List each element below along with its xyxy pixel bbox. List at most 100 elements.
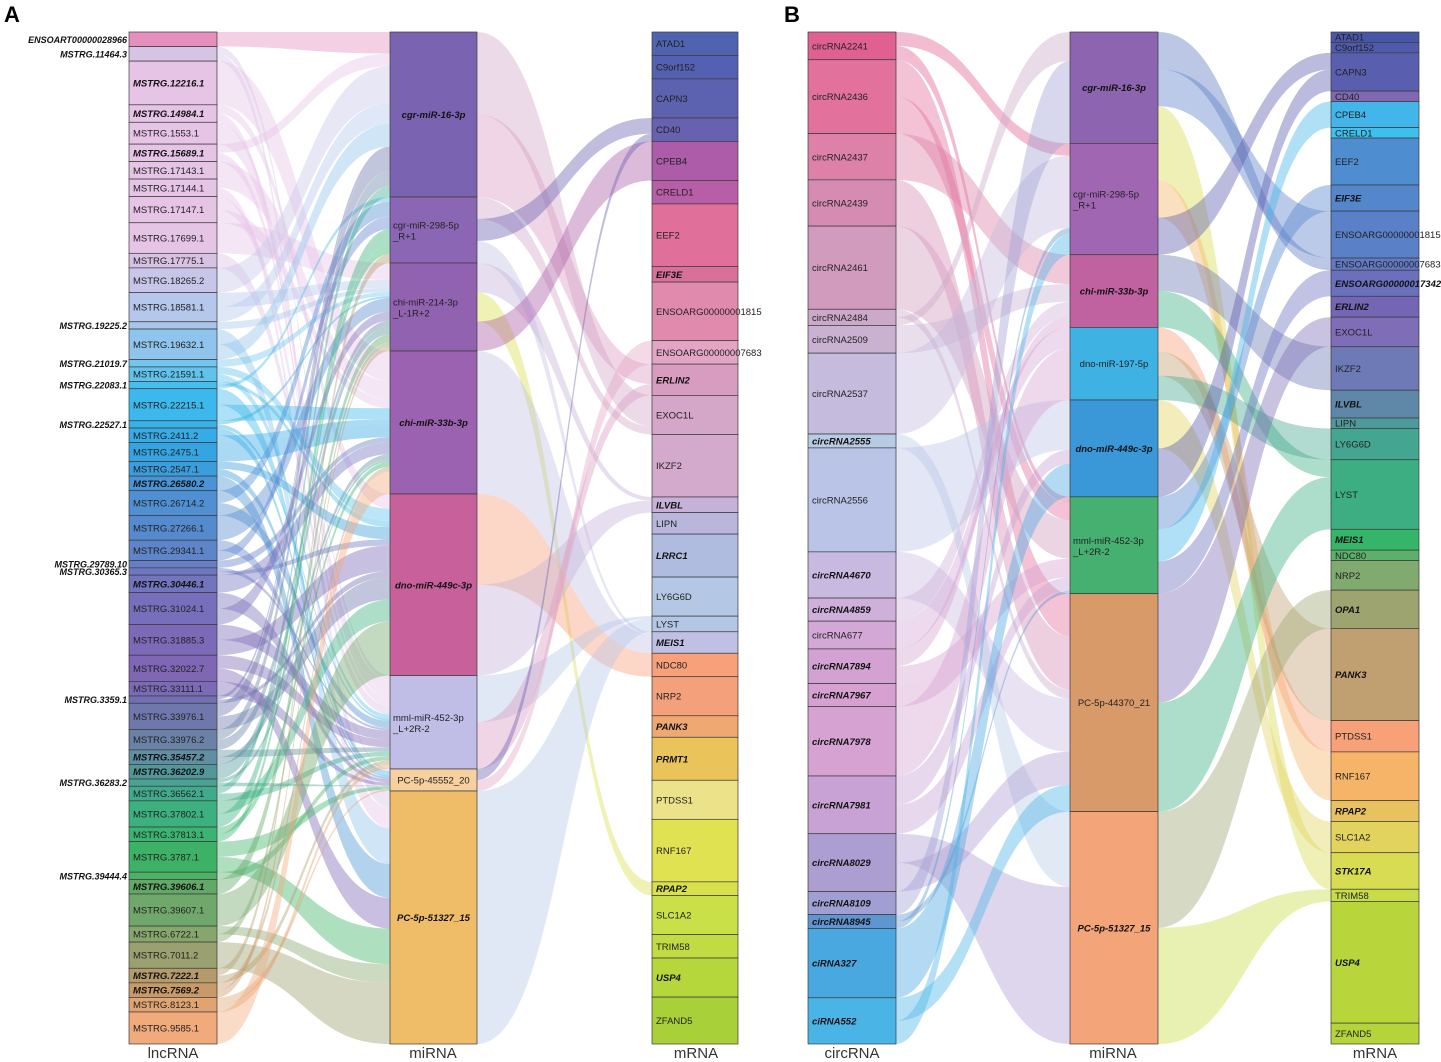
sankey-link (1158, 400, 1331, 853)
sankey-link (217, 621, 390, 927)
node-label: NDC80 (656, 660, 687, 671)
sankey-node-ensoarg00000001815: ENSOARG00000001815 (1330, 210, 1441, 259)
node-bar (128, 420, 218, 429)
sankey-node-nrp2: NRP2 (1330, 560, 1420, 591)
panel-letter-a: A (4, 2, 20, 27)
sankey-node-mstrg-33111-1: MSTRG.33111.1 (128, 681, 218, 697)
sankey-link (217, 152, 390, 717)
sankey-node-ikzf2: IKZF2 (1330, 346, 1420, 391)
sankey-link (217, 681, 390, 786)
sankey-node-mstrg-26714-2: MSTRG.26714.2 (128, 490, 218, 516)
sankey-link (217, 122, 390, 693)
sankey-link (217, 222, 390, 280)
node-bar (128, 702, 218, 730)
sankey-link (217, 539, 390, 576)
sankey-node-mstrg-12216-1: MSTRG.12216.1 (128, 60, 218, 106)
node-label: MSTRG.22527.1 (59, 420, 127, 430)
sankey-link (896, 234, 1070, 1044)
node-label: ERLIN2 (656, 375, 691, 386)
sankey-node-lipn: LIPN (1330, 417, 1420, 430)
node-bar (128, 321, 218, 330)
sankey-link (217, 187, 390, 829)
node-label: chi-miR-33b-3p (399, 418, 468, 429)
sankey-node-circrna8945: circRNA8945 (807, 914, 897, 929)
sankey-node-circrna8109: circRNA8109 (807, 891, 897, 915)
sankey-link (217, 856, 390, 965)
panel-letter-b: B (784, 2, 800, 27)
sankey-node-mstrg-8123-1: MSTRG.8123.1 (128, 997, 218, 1013)
sankey-node-capn3: CAPN3 (651, 78, 739, 119)
node-label: EIF3E (656, 270, 683, 281)
sankey-link (217, 428, 390, 776)
node-label: CPEB4 (656, 156, 687, 167)
sankey-node-mstrg-17144-1: MSTRG.17144.1 (128, 178, 218, 197)
sankey-link (1158, 101, 1331, 562)
sankey-link (217, 61, 390, 382)
sankey-node-ilvbl: ILVBL (1330, 389, 1420, 419)
node-label: MSTRG.19225.2 (59, 321, 127, 331)
node-bar (807, 31, 897, 61)
sankey-link (896, 463, 1070, 998)
sankey-link (477, 292, 652, 896)
node-label: RNF167 (656, 846, 691, 857)
node-label: CD40 (656, 125, 680, 136)
node-bar (128, 292, 218, 323)
node-bar (1330, 389, 1420, 419)
sankey-link (217, 229, 390, 828)
sankey-node-c9orf152: C9orf152 (1330, 42, 1420, 54)
node-label: NRP2 (1335, 571, 1360, 582)
node-label: ILVBL (1335, 400, 1362, 411)
sankey-node-cgr-mir-16-3p: cgr-miR-16-3p (389, 31, 478, 198)
node-label: MSTRG.27266.1 (133, 523, 204, 534)
node-label: LY6G6D (1335, 440, 1371, 451)
sankey-link (896, 327, 1070, 649)
node-bar (651, 957, 739, 998)
sankey-node-circrna7981: circRNA7981 (807, 775, 897, 835)
node-bar (651, 363, 739, 396)
sankey-node-mstrg-29341-1: MSTRG.29341.1 (128, 539, 218, 561)
node-label: MSTRG.37802.1 (133, 809, 204, 820)
sankey-node-ensoart00000028966: ENSOART00000028966 (28, 31, 218, 47)
node-bar (128, 592, 218, 625)
node-label: RPAP2 (656, 884, 688, 895)
node-label: MSTRG.17699.1 (133, 234, 204, 245)
sankey-link (217, 294, 390, 367)
sankey-node-mstrg-17147-1: MSTRG.17147.1 (128, 196, 218, 224)
sankey-link (217, 320, 390, 750)
node-bar (1330, 821, 1420, 854)
sankey-link (477, 616, 652, 723)
sankey-node-mstrg-18581-1: MSTRG.18581.1 (128, 292, 218, 323)
node-bar (651, 395, 739, 435)
node-label: circRNA2436 (812, 92, 868, 103)
node-label: MSTRG.1553.1 (133, 129, 199, 140)
sankey-link (217, 124, 390, 360)
sankey-link (217, 419, 390, 443)
node-label: MSTRG.9585.1 (133, 1023, 199, 1034)
sankey-node-cd40: CD40 (1330, 90, 1420, 103)
node-label: MSTRG.39606.1 (133, 882, 204, 893)
sankey-link (217, 245, 390, 842)
node-label: MEIS1 (656, 638, 685, 649)
nodes-a: ENSOART00000028966 MSTRG.11464.3 MSTRG.122… (28, 31, 762, 1045)
node-bar (651, 996, 739, 1045)
sankey-node-circrna2556: circRNA2556 (807, 447, 897, 553)
node-label: circRNA7894 (812, 662, 871, 673)
sankey-link (217, 503, 390, 729)
sankey-link (217, 279, 390, 308)
node-label: CRELD1 (1335, 128, 1373, 139)
node-label: circRNA2537 (812, 389, 868, 400)
node-label: circRNA2437 (812, 152, 868, 163)
node-label: MSTRG.8123.1 (133, 1000, 199, 1011)
node-label: OPA1 (1335, 605, 1360, 616)
node-label: MSTRG.33976.2 (133, 735, 204, 746)
sankey-node-usp4: USP4 (1330, 901, 1420, 1024)
node-bar (1330, 316, 1420, 348)
node-label: NRP2 (656, 692, 681, 703)
sankey-link (217, 789, 390, 1005)
sankey-link (217, 346, 390, 998)
node-label: MSTRG.35457.2 (133, 753, 205, 764)
node-label: TRIM58 (1335, 891, 1369, 902)
sankey-node-mstrg-9585-1: MSTRG.9585.1 (128, 1011, 218, 1045)
sankey-node-trim58: TRIM58 (651, 934, 739, 959)
node-bar (1330, 751, 1420, 801)
